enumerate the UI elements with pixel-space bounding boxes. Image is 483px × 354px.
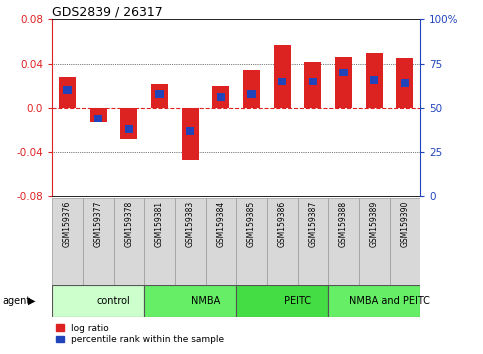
Bar	[83, 198, 114, 285]
Bar	[182, 108, 199, 160]
Bar	[339, 69, 348, 76]
Text: NMBA and PEITC: NMBA and PEITC	[349, 296, 430, 306]
Bar	[63, 86, 72, 94]
Bar	[59, 77, 76, 108]
Bar	[175, 198, 206, 285]
Bar	[144, 198, 175, 285]
Bar	[216, 93, 225, 101]
Text: GSM159377: GSM159377	[94, 201, 103, 247]
Text: NMBA: NMBA	[191, 296, 220, 306]
Bar	[52, 198, 83, 285]
Text: GSM159388: GSM159388	[339, 201, 348, 247]
Bar	[298, 198, 328, 285]
Bar	[370, 76, 379, 84]
Bar	[359, 198, 389, 285]
Text: GSM159376: GSM159376	[63, 201, 72, 247]
Bar	[236, 285, 328, 317]
Bar	[213, 86, 229, 108]
Text: GDS2839 / 26317: GDS2839 / 26317	[52, 5, 163, 18]
Bar	[90, 108, 107, 122]
Bar	[274, 45, 291, 108]
Bar	[120, 108, 137, 139]
Text: PEITC: PEITC	[284, 296, 311, 306]
Bar	[247, 90, 256, 98]
Bar	[267, 198, 298, 285]
Text: GSM159383: GSM159383	[185, 201, 195, 247]
Bar	[236, 198, 267, 285]
Legend: log ratio, percentile rank within the sample: log ratio, percentile rank within the sa…	[53, 320, 227, 348]
Text: GSM159384: GSM159384	[216, 201, 226, 247]
Bar	[328, 285, 420, 317]
Bar	[52, 285, 144, 317]
Bar	[389, 198, 420, 285]
Bar	[278, 78, 286, 85]
Bar	[328, 198, 359, 285]
Text: GSM159385: GSM159385	[247, 201, 256, 247]
Bar	[144, 285, 236, 317]
Bar	[304, 62, 321, 108]
Bar	[243, 70, 260, 108]
Bar	[400, 79, 409, 87]
Bar	[151, 84, 168, 108]
Bar	[206, 198, 236, 285]
Text: GSM159389: GSM159389	[369, 201, 379, 247]
Text: GSM159390: GSM159390	[400, 201, 410, 247]
Bar	[186, 127, 195, 135]
Text: GSM159386: GSM159386	[278, 201, 287, 247]
Bar	[335, 57, 352, 108]
Text: GSM159381: GSM159381	[155, 201, 164, 247]
Text: agent: agent	[2, 296, 30, 306]
Bar	[155, 90, 164, 98]
Text: GSM159387: GSM159387	[308, 201, 317, 247]
Text: GSM159378: GSM159378	[124, 201, 133, 247]
Text: control: control	[97, 296, 130, 306]
Bar	[397, 58, 413, 108]
Bar	[114, 198, 144, 285]
Text: ▶: ▶	[28, 296, 36, 306]
Bar	[309, 78, 317, 85]
Bar	[94, 115, 102, 122]
Bar	[366, 53, 383, 108]
Bar	[125, 125, 133, 133]
